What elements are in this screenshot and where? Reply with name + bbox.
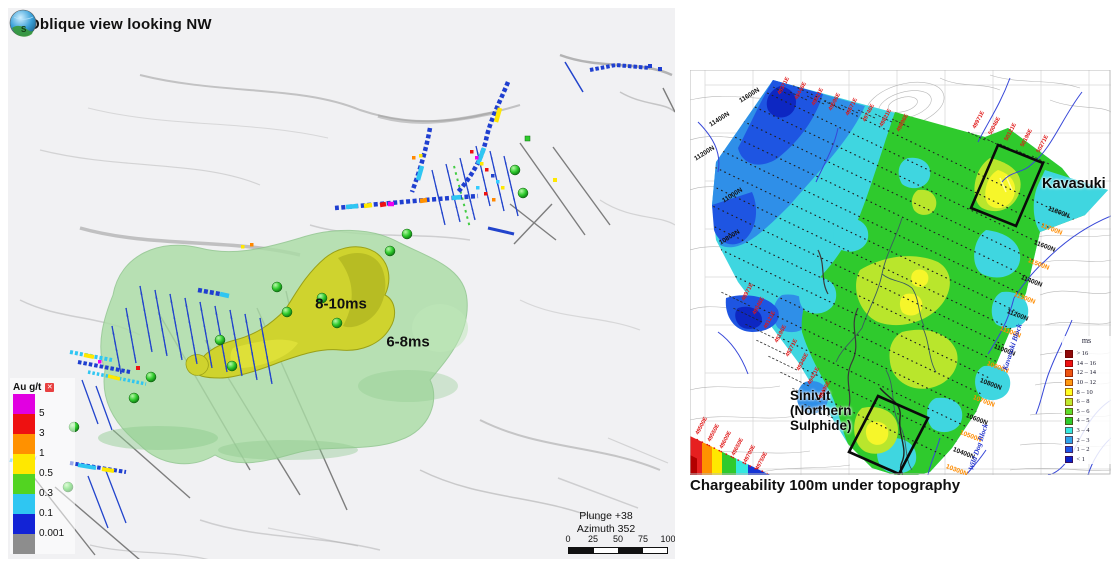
chargeability-legend-value: 14 – 16 [1076, 359, 1097, 367]
au-legend-entry: 3 [13, 414, 75, 439]
assay-squares [98, 64, 662, 370]
orientation-globe-icon[interactable]: S [8, 8, 38, 38]
chargeability-legend-entry: > 16 [1062, 349, 1111, 359]
chargeability-legend-swatch [1065, 426, 1073, 435]
scale-tick: 100 [660, 534, 675, 544]
chargeability-legend-swatch [1065, 398, 1073, 406]
chargeability-legend-swatch [1065, 407, 1073, 416]
scale-tick: 25 [587, 534, 599, 544]
au-legend-value: 1 [39, 448, 45, 459]
scale-bar: 0 25 50 75 100 [565, 534, 675, 556]
chargeability-legend-value: 3 – 4 [1076, 427, 1090, 435]
au-legend-entry: 1 [13, 434, 75, 459]
chargeability-map-graphic [690, 70, 1111, 475]
chargeability-legend-value: < 1 [1076, 455, 1086, 463]
chargeability-legend-swatch [1065, 359, 1073, 368]
plunge-value: Plunge +38 [579, 510, 633, 522]
svg-text:S: S [21, 25, 27, 34]
chargeability-legend-value: > 16 [1076, 350, 1089, 358]
chargeability-legend-value: 5 – 6 [1076, 407, 1090, 415]
chargeability-legend-title: ms [1081, 336, 1092, 345]
au-legend-entry: 0.1 [13, 494, 75, 519]
scale-segment [569, 548, 594, 553]
chargeability-legend-value: 4 – 5 [1076, 417, 1090, 425]
chargeability-legend-swatch [1065, 350, 1073, 358]
isosurface-value-label: 8-10ms [315, 295, 367, 313]
oblique-3d-view: Oblique view looking NW 8-10ms 6-8ms Au g… [8, 8, 675, 559]
chargeability-legend-value: 2 – 3 [1076, 436, 1090, 444]
chargeability-legend-value: 6 – 8 [1076, 398, 1090, 406]
scale-segment [593, 548, 618, 553]
chargeability-legend-swatch [1065, 445, 1073, 454]
scale-segment [642, 548, 667, 553]
chargeability-legend-entry: 10 – 12 [1062, 378, 1111, 388]
chargeability-legend-value: 8 – 10 [1076, 388, 1093, 396]
au-legend-entry: 0.5 [13, 454, 75, 479]
au-legend-swatch [13, 434, 35, 454]
au-legend-swatch [13, 454, 35, 474]
chargeability-legend-swatch [1065, 455, 1073, 464]
chargeability-surface [712, 80, 1108, 475]
au-legend-value: 0.3 [39, 488, 53, 499]
chargeability-legend-swatch [1065, 378, 1073, 387]
au-legend-value: 0.001 [39, 528, 65, 539]
legend-close-icon[interactable]: ✕ [45, 382, 55, 392]
chargeability-legend-entry: 12 – 14 [1062, 368, 1111, 378]
chargeability-legend-entry: 8 – 10 [1062, 387, 1111, 397]
kavasuki-outline [969, 143, 1045, 228]
chargeability-legend-swatch [1065, 388, 1073, 396]
au-legend-swatch [13, 414, 35, 434]
scale-segment [618, 548, 643, 553]
collar-spheres [62, 164, 529, 493]
chargeability-legend-entry: 14 – 16 [1062, 359, 1111, 369]
au-legend-swatch [13, 494, 35, 514]
au-legend-value: 3 [39, 428, 45, 439]
scale-tick: 0 [565, 534, 571, 544]
chargeability-legend-swatch [1065, 369, 1073, 377]
au-legend-swatch [13, 474, 35, 494]
azimuth-value: Azimuth 352 [576, 523, 636, 535]
terrain-3d-scene [9, 53, 675, 559]
au-legend-swatch [13, 394, 35, 414]
chargeability-legend-swatch [1065, 417, 1073, 425]
map-caption: Chargeability 100m under topography [690, 477, 961, 494]
scale-tick: 75 [637, 534, 649, 544]
terrain-ridges [19, 53, 675, 559]
surface-sample-chains [9, 62, 651, 474]
orientation-readout: Plunge +38 Azimuth 352 [560, 510, 652, 536]
chargeability-legend-entry: 3 – 4 [1062, 426, 1111, 436]
chargeability-legend-swatch [1065, 436, 1073, 444]
scale-tick: 50 [612, 534, 624, 544]
chargeability-legend-value: 10 – 12 [1076, 379, 1097, 387]
isosurface-value-label: 6-8ms [386, 333, 430, 351]
au-legend-value: 0.1 [39, 508, 53, 519]
au-legend-title: Au g/t [13, 381, 42, 393]
chargeability-legend-entry: 1 – 2 [1062, 445, 1111, 455]
chargeability-legend-entry: < 1 [1062, 455, 1111, 465]
au-legend-entry [13, 534, 75, 554]
au-legend-entry: 0.001 [13, 514, 75, 539]
au-legend-value: 5 [39, 408, 45, 419]
au-legend-value: 0.5 [39, 468, 53, 479]
au-legend-entry: 0.3 [13, 474, 75, 499]
chargeability-legend-value: 1 – 2 [1076, 446, 1090, 454]
au-legend: Au g/t ✕ 5 3 1 0.5 0.3 0.1 0.001 [10, 378, 75, 554]
left-panel-title: Oblique view looking NW [28, 16, 212, 33]
chargeability-map: Kavasuki Sinivit (Northern Sulphide) 116… [690, 70, 1111, 475]
chargeability-legend-entry: 5 – 6 [1062, 407, 1111, 417]
chargeability-legend-entry: 6 – 8 [1062, 397, 1111, 407]
chargeability-legend-entry: 2 – 3 [1062, 435, 1111, 445]
chargeability-legend-value: 12 – 14 [1076, 369, 1097, 377]
au-legend-entries: 5 3 1 0.5 0.3 0.1 0.001 [13, 394, 75, 554]
chargeability-legend-entry: 4 – 5 [1062, 416, 1111, 426]
au-legend-entry: 5 [13, 394, 75, 419]
chargeability-map-panel: Kavasuki Sinivit (Northern Sulphide) 116… [690, 70, 1111, 500]
isosurface-8-10ms [185, 246, 396, 379]
au-legend-swatch [13, 514, 35, 534]
au-legend-swatch [13, 534, 35, 554]
